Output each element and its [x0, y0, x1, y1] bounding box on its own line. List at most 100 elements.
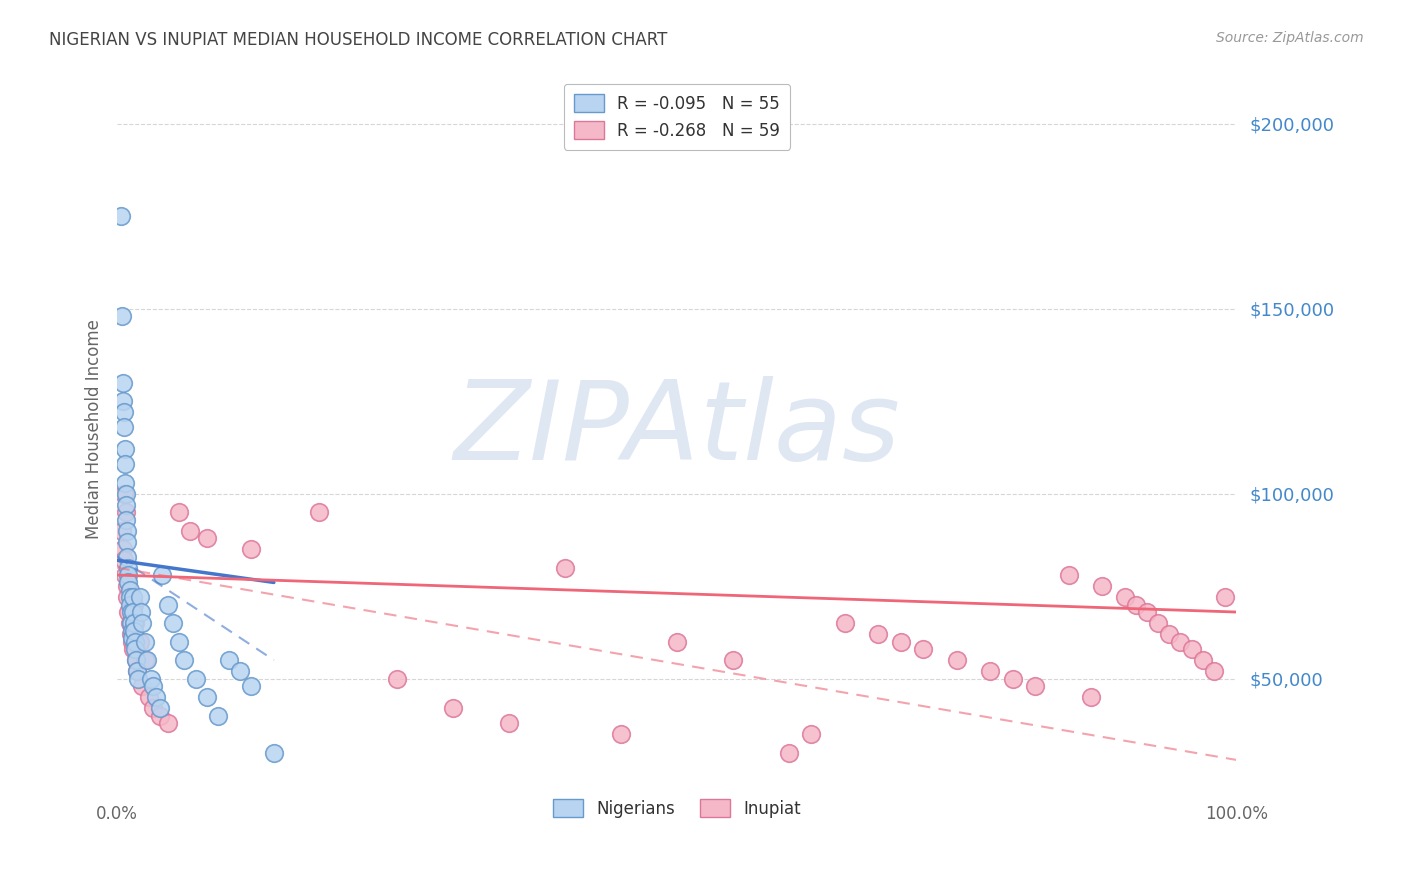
Point — [195, 531, 218, 545]
Point — [1147, 616, 1170, 631]
Point — [240, 542, 263, 557]
Point — [122, 616, 145, 631]
Point — [195, 690, 218, 704]
Point — [124, 634, 146, 648]
Point — [139, 672, 162, 686]
Point — [118, 582, 141, 597]
Point — [124, 642, 146, 657]
Point — [134, 634, 156, 648]
Text: ZIPAtlas: ZIPAtlas — [453, 376, 900, 483]
Point — [128, 634, 150, 648]
Point — [128, 591, 150, 605]
Point — [138, 690, 160, 704]
Point — [1136, 605, 1159, 619]
Point — [229, 664, 252, 678]
Point — [111, 524, 134, 538]
Point — [118, 591, 141, 605]
Point — [121, 605, 143, 619]
Point — [979, 664, 1001, 678]
Point — [117, 524, 139, 538]
Point — [263, 746, 285, 760]
Point — [121, 634, 143, 648]
Y-axis label: Median Household Income: Median Household Income — [86, 319, 103, 539]
Point — [665, 634, 688, 648]
Point — [184, 672, 207, 686]
Point — [121, 591, 143, 605]
Point — [162, 616, 184, 631]
Point — [1024, 679, 1046, 693]
Point — [1181, 642, 1204, 657]
Point — [179, 524, 201, 538]
Point — [118, 598, 141, 612]
Point — [240, 679, 263, 693]
Point — [834, 616, 856, 631]
Point — [1057, 568, 1080, 582]
Point — [156, 715, 179, 730]
Point — [1125, 598, 1147, 612]
Point — [218, 653, 240, 667]
Point — [142, 679, 165, 693]
Point — [117, 579, 139, 593]
Point — [150, 568, 173, 582]
Point — [117, 568, 139, 582]
Point — [890, 634, 912, 648]
Point — [167, 634, 190, 648]
Point — [120, 627, 142, 641]
Point — [912, 642, 935, 657]
Point — [122, 598, 145, 612]
Point — [167, 505, 190, 519]
Point — [114, 457, 136, 471]
Point — [124, 616, 146, 631]
Point — [112, 553, 135, 567]
Point — [125, 653, 148, 667]
Point — [121, 631, 143, 645]
Point — [207, 708, 229, 723]
Point — [1080, 690, 1102, 704]
Point — [122, 624, 145, 638]
Point — [117, 591, 139, 605]
Point — [1170, 634, 1192, 648]
Point — [117, 605, 139, 619]
Point — [120, 605, 142, 619]
Point — [149, 708, 172, 723]
Point — [1159, 627, 1181, 641]
Point — [115, 513, 138, 527]
Point — [131, 679, 153, 693]
Point — [114, 442, 136, 457]
Point — [111, 310, 134, 324]
Point — [610, 727, 633, 741]
Point — [121, 624, 143, 638]
Point — [441, 701, 464, 715]
Point — [117, 575, 139, 590]
Point — [110, 210, 132, 224]
Point — [125, 653, 148, 667]
Point — [131, 616, 153, 631]
Point — [115, 505, 138, 519]
Point — [1202, 664, 1225, 678]
Point — [111, 394, 134, 409]
Point — [114, 475, 136, 490]
Point — [117, 560, 139, 574]
Point — [1091, 579, 1114, 593]
Point — [115, 486, 138, 500]
Point — [800, 727, 823, 741]
Point — [127, 664, 149, 678]
Point — [308, 505, 330, 519]
Point — [1001, 672, 1024, 686]
Point — [112, 405, 135, 419]
Point — [778, 746, 800, 760]
Point — [127, 664, 149, 678]
Point — [121, 642, 143, 657]
Point — [498, 715, 520, 730]
Point — [173, 653, 195, 667]
Point — [156, 598, 179, 612]
Point — [149, 701, 172, 715]
Point — [120, 616, 142, 631]
Point — [115, 498, 138, 512]
Point — [721, 653, 744, 667]
Point — [1114, 591, 1136, 605]
Point — [554, 560, 576, 574]
Point — [118, 616, 141, 631]
Point — [945, 653, 967, 667]
Point — [145, 690, 167, 704]
